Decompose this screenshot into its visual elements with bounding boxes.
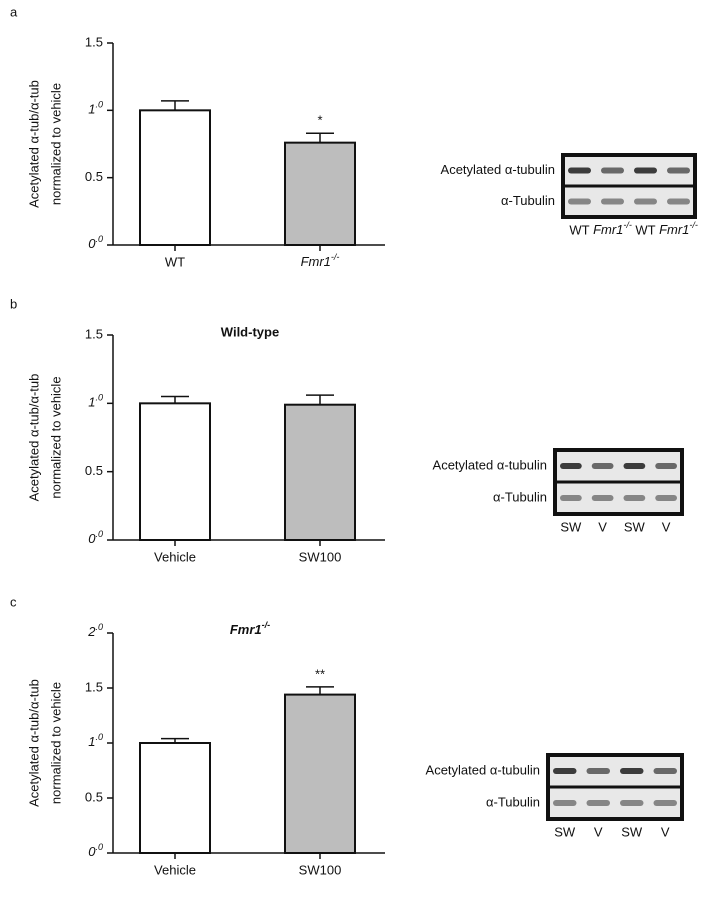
chart-title: Fmr1-/- (230, 620, 270, 637)
blot-lane-label: SW (560, 519, 582, 534)
blot-band (623, 495, 646, 501)
y-tick-label: 0.0 (88, 842, 103, 859)
y-tick-label: 0.0 (88, 529, 103, 546)
bar (284, 141, 356, 246)
blot-band (655, 463, 677, 469)
blot-band (586, 800, 610, 806)
blot-band (653, 800, 677, 806)
blot-row-label: Acetylated α-tubulin (441, 162, 555, 177)
blot-lane-label: WT (569, 222, 589, 237)
x-tick-label: Vehicle (154, 862, 196, 877)
y-tick-label: 1.0 (88, 100, 103, 117)
blot-lane-label: SW (624, 519, 646, 534)
y-tick-label: 1.5 (85, 679, 103, 694)
blot-band (553, 800, 577, 806)
blot-lane-label: V (594, 824, 603, 839)
y-tick-label: 2.0 (87, 622, 103, 639)
blot-band (568, 198, 591, 205)
x-tick-label: Fmr1-/- (301, 252, 340, 269)
y-tick-label: 0.5 (85, 463, 103, 478)
y-tick-label: 1.5 (85, 326, 103, 341)
blot-band (586, 768, 610, 774)
blot-band (623, 463, 646, 469)
panel-label: b (10, 296, 17, 311)
blot-row-label: Acetylated α-tubulin (433, 457, 547, 472)
bar (284, 693, 356, 854)
blot-lane-label: Fmr1-/- (593, 220, 632, 237)
y-tick-label: 1.0 (88, 732, 103, 749)
blot-row-label: α-Tubulin (486, 794, 540, 809)
blot-band (553, 768, 577, 774)
y-axis-label: normalized to vehicle (48, 682, 63, 804)
y-tick-label: 0.0 (88, 234, 103, 251)
blot-band (667, 198, 690, 205)
blot-lane-label: V (661, 824, 670, 839)
panel-label: a (10, 4, 18, 19)
y-axis-label: Acetylated α-tub/α-tub (26, 374, 41, 502)
blot-band (591, 463, 614, 469)
y-axis-label: normalized to vehicle (48, 376, 63, 498)
y-tick-label: 0.5 (85, 169, 103, 184)
x-tick-label: Vehicle (154, 549, 196, 564)
blot-lane-label: WT (635, 222, 655, 237)
blot-band (560, 495, 582, 501)
blot-band (653, 768, 677, 774)
y-tick-label: 1.5 (85, 34, 103, 49)
significance: * (317, 113, 322, 128)
blot-row-label: α-Tubulin (493, 489, 547, 504)
y-axis-label: Acetylated α-tub/α-tub (26, 679, 41, 807)
blot-band (568, 167, 591, 174)
bar (139, 402, 211, 542)
significance: ** (315, 666, 325, 681)
blot-lane-label: SW (554, 824, 576, 839)
x-tick-label: SW100 (299, 549, 342, 564)
blot-lane-label: V (598, 519, 607, 534)
y-tick-label: 1.0 (88, 393, 103, 410)
blot-band (560, 463, 582, 469)
blot-band (601, 167, 624, 174)
blot-band (620, 800, 644, 806)
bar (139, 742, 211, 854)
blot-lane-label: SW (621, 824, 643, 839)
panel-label: c (10, 594, 17, 609)
y-tick-label: 0.5 (85, 789, 103, 804)
blot-band (591, 495, 614, 501)
blot-row-label: Acetylated α-tubulin (426, 762, 540, 777)
blot-band (620, 768, 644, 774)
blot-band (667, 167, 690, 174)
blot-band (601, 198, 624, 205)
bar (139, 109, 211, 247)
x-tick-label: WT (165, 254, 185, 269)
blot-band (655, 495, 677, 501)
x-tick-label: SW100 (299, 862, 342, 877)
bar (284, 403, 356, 542)
blot-row-label: α-Tubulin (501, 193, 555, 208)
y-axis-label: Acetylated α-tub/α-tub (26, 80, 41, 208)
y-axis-label: normalized to vehicle (48, 83, 63, 205)
blot-lane-label: V (662, 519, 671, 534)
blot-band (634, 198, 657, 205)
blot-lane-label: Fmr1-/- (659, 220, 698, 237)
blot-band (634, 167, 657, 174)
chart-title: Wild-type (221, 324, 279, 339)
